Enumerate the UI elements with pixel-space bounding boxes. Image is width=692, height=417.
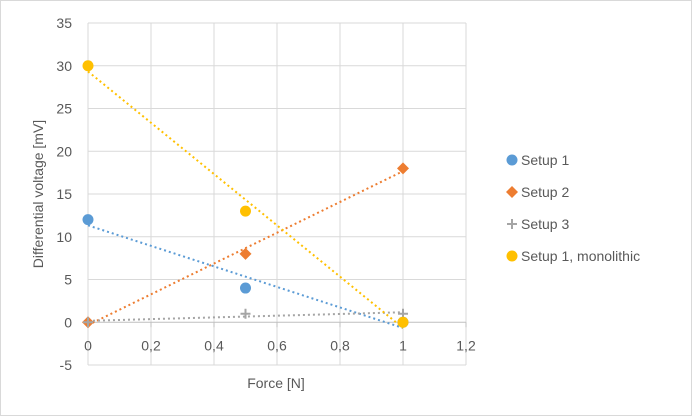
x-axis-title: Force [N] <box>247 375 305 391</box>
data-point <box>240 308 251 319</box>
data-markers <box>82 60 409 329</box>
legend-marker <box>506 186 518 198</box>
x-axis-line <box>87 321 467 328</box>
x-tick-label: 0,4 <box>204 337 224 353</box>
legend-label: Setup 1, monolithic <box>521 248 640 264</box>
data-point <box>82 214 94 226</box>
data-point <box>83 317 93 328</box>
data-point <box>397 162 409 175</box>
x-tick-label: 0 <box>84 337 92 353</box>
legend-item: Setup 3 <box>507 216 569 232</box>
legend-item: Setup 2 <box>506 184 569 200</box>
y-tick-label: -5 <box>60 357 73 373</box>
legend-label: Setup 1 <box>521 152 569 168</box>
y-tick-label: 35 <box>56 15 72 31</box>
x-tick-label: 1 <box>399 337 407 353</box>
y-tick-label: 0 <box>64 314 72 330</box>
legend-label: Setup 2 <box>521 184 569 200</box>
y-axis-title: Differential voltage [mV] <box>30 120 46 268</box>
x-tick-label: 0,6 <box>267 337 287 353</box>
legend-label: Setup 3 <box>521 216 569 232</box>
x-tick-labels: 0 0,2 0,4 0,6 0,8 1 1,2 <box>84 337 476 353</box>
legend-item: Setup 1 <box>506 152 569 168</box>
y-tick-labels: -5 0 5 10 15 20 25 30 35 <box>56 15 72 373</box>
x-tick-label: 0,8 <box>330 337 350 353</box>
legend: Setup 1 Setup 2 Setup 3 Setup 1, monolithic <box>506 152 640 264</box>
x-tick-label: 1,2 <box>456 337 476 353</box>
legend-item: Setup 1, monolithic <box>506 248 640 264</box>
legend-marker <box>507 219 517 229</box>
legend-marker <box>506 250 518 262</box>
y-tick-label: 5 <box>64 272 72 288</box>
legend-marker <box>506 154 518 166</box>
data-point <box>82 60 94 72</box>
data-point <box>397 316 409 328</box>
y-tick-label: 15 <box>56 186 72 202</box>
trendline <box>87 224 404 329</box>
y-tick-label: 20 <box>56 143 72 159</box>
horizontal-gridlines <box>88 22 466 366</box>
x-tick-label: 0,2 <box>141 337 161 353</box>
data-point <box>239 247 252 260</box>
y-tick-label: 10 <box>56 229 72 245</box>
y-tick-label: 25 <box>56 101 72 117</box>
y-tick-label: 30 <box>56 58 72 74</box>
data-point <box>240 282 251 294</box>
data-point <box>240 205 251 217</box>
